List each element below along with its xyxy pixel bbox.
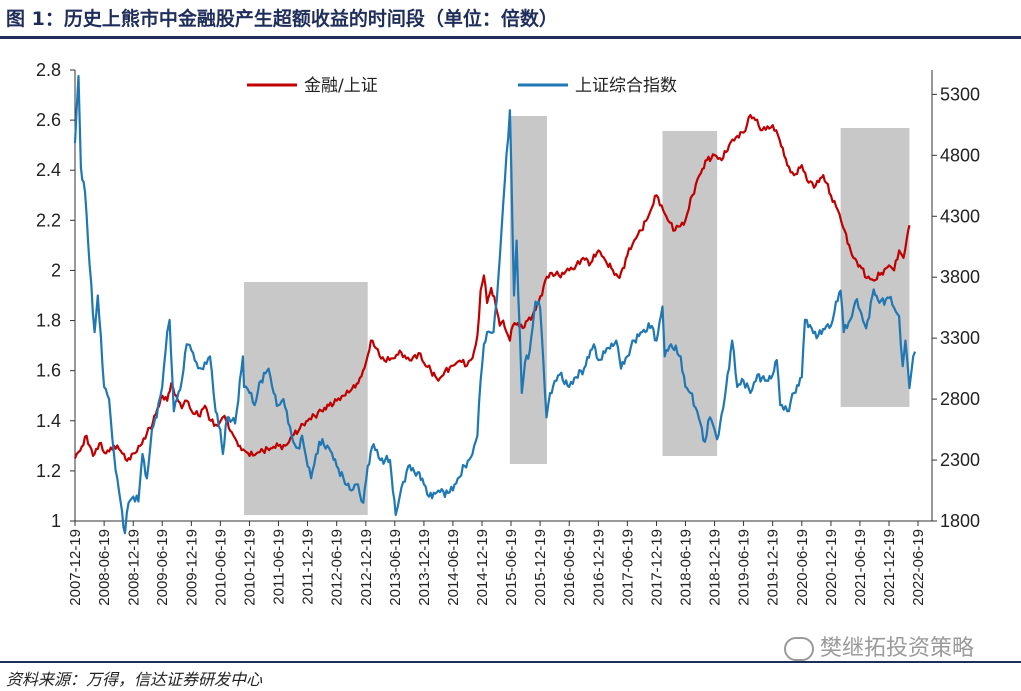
shaded-period-2 — [509, 116, 547, 464]
shaded-periods — [244, 116, 910, 515]
line-chart: 1 1.2 1.4 1.6 1.8 2 2.2 2.4 2.6 2.8 1800 2300 2800 33… — [36, 60, 980, 606]
footer-rule — [0, 661, 1021, 663]
left-tick-label: 1.4 — [36, 411, 61, 431]
series-line-shanghai-index — [73, 74, 917, 535]
x-tick-label: 2009-06-19 — [154, 529, 171, 606]
left-tick-label: 2.8 — [36, 60, 61, 80]
source-note: 资料来源：万得，信达证券研发中心 — [6, 670, 263, 689]
left-tick-label: 2.4 — [36, 160, 61, 180]
right-tick-label: 5300 — [940, 84, 980, 104]
chart-title: 图 1：历史上熊市中金融股产生超额收益的时间段（单位：倍数） — [6, 8, 558, 30]
x-tick-label: 2011-12-19 — [300, 529, 317, 605]
series-lines — [73, 74, 917, 535]
x-tick-label: 2013-12-19 — [416, 529, 433, 606]
right-tick-label: 4800 — [940, 145, 980, 165]
x-tick-label: 2020-12-19 — [823, 529, 840, 606]
title-rule — [0, 36, 1021, 39]
x-tick-label: 2018-06-19 — [677, 529, 694, 606]
x-tick-label: 2010-06-19 — [212, 529, 229, 606]
legend-label: 上证综合指数 — [575, 76, 677, 96]
right-tick-label: 3800 — [940, 267, 980, 287]
x-tick-label: 2021-12-19 — [881, 529, 898, 606]
x-tick-label: 2021-06-19 — [852, 529, 869, 606]
left-tick-label: 1 — [51, 511, 61, 531]
x-tick-label: 2007-12-19 — [67, 529, 84, 606]
left-tick-label: 1.6 — [36, 361, 61, 381]
left-tick-label: 1.8 — [36, 311, 61, 331]
right-tick-label: 2800 — [940, 389, 980, 409]
right-tick-label: 2300 — [940, 450, 980, 470]
left-tick-label: 2.2 — [36, 210, 61, 230]
right-tick-label: 4300 — [940, 206, 980, 226]
x-tick-label: 2008-12-19 — [125, 529, 142, 606]
left-tick-label: 1.2 — [36, 461, 61, 481]
right-tick-label: 1800 — [940, 511, 980, 531]
x-tick-label: 2016-06-19 — [561, 529, 578, 606]
x-tick-label: 2015-06-19 — [503, 529, 520, 606]
right-tick-label: 3300 — [940, 328, 980, 348]
x-tick-label: 2010-12-19 — [241, 529, 258, 606]
watermark-text: 樊继拓投资策略 — [820, 636, 975, 661]
left-tick-label: 2.6 — [36, 110, 61, 130]
legend-label: 金融/上证 — [304, 76, 378, 96]
x-tick-label: 2018-12-19 — [707, 529, 724, 606]
x-tick-label: 2009-12-19 — [183, 529, 200, 606]
x-tick-label: 2022-06-19 — [910, 529, 927, 606]
series-line-financial-ratio — [73, 113, 911, 462]
x-tick-label: 2015-12-19 — [532, 529, 549, 606]
wechat-icon — [784, 637, 814, 661]
x-tick-label: 2012-12-19 — [358, 529, 375, 606]
shaded-period-4 — [840, 128, 910, 407]
x-tick-label: 2008-06-19 — [96, 529, 113, 606]
x-tick-label: 2017-06-19 — [619, 529, 636, 606]
watermark: 樊继拓投资策略 — [784, 630, 974, 662]
x-tick-label: 2019-06-19 — [736, 529, 753, 606]
x-tick-label: 2013-06-19 — [387, 529, 404, 606]
legend: 金融/上证 上证综合指数 — [247, 76, 677, 96]
x-tick-label: 2017-12-19 — [648, 529, 665, 606]
x-tick-label: 2014-06-19 — [445, 529, 462, 606]
x-tick-label: 2019-12-19 — [765, 529, 782, 606]
shaded-period-3 — [662, 131, 718, 456]
x-tick-label: 2011-06-19 — [270, 529, 287, 605]
x-tick-label: 2012-06-19 — [329, 529, 346, 606]
x-tick-label: 2014-12-19 — [474, 529, 491, 606]
x-tick-label: 2020-06-19 — [794, 529, 811, 606]
shaded-period-1 — [244, 282, 368, 515]
axes: 1 1.2 1.4 1.6 1.8 2 2.2 2.4 2.6 2.8 1800 2300 2800 33… — [36, 60, 980, 606]
x-tick-label: 2016-12-19 — [590, 529, 607, 606]
left-tick-label: 2 — [51, 260, 61, 280]
